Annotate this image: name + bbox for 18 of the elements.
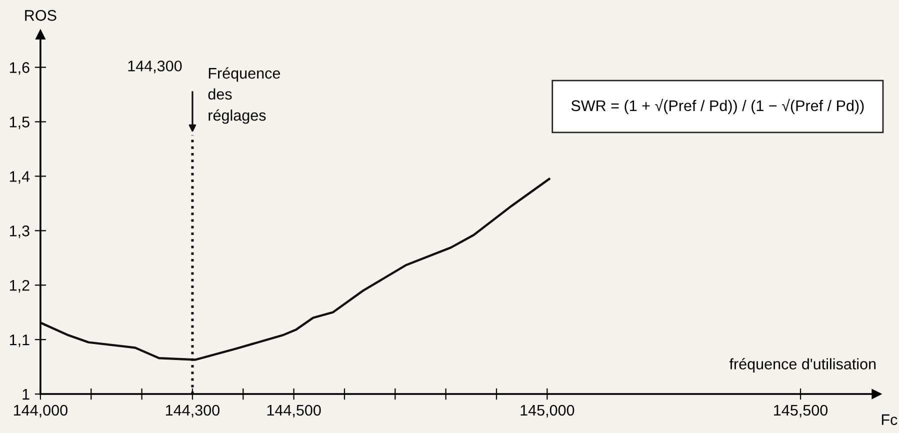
y-tick-label: 1 bbox=[22, 389, 30, 400]
annotation: Fréquence des réglages bbox=[208, 67, 280, 124]
x-axis-title: Fc bbox=[882, 414, 898, 426]
x-tick-label: 144,000 bbox=[14, 404, 68, 418]
ref-line-label: 144,300 bbox=[128, 60, 182, 74]
annotation: fréquence d'utilisation bbox=[729, 358, 876, 372]
y-tick-label: 1,1 bbox=[10, 334, 30, 348]
y-axis-title: ROS bbox=[25, 10, 56, 21]
y-tick-label: 1,2 bbox=[10, 280, 30, 293]
x-tick-label: 145,000 bbox=[520, 404, 574, 418]
x-tick-label: 144,500 bbox=[267, 404, 321, 418]
y-tick-label: 1,5 bbox=[10, 116, 30, 130]
y-tick-label: 1,4 bbox=[10, 171, 30, 184]
x-tick-label: 144,300 bbox=[166, 404, 220, 418]
y-tick-label: 1,6 bbox=[10, 62, 30, 75]
x-tick-label: 145,500 bbox=[774, 404, 828, 418]
annotation: SWR = (1 + √(Pref / Pd)) / (1 − √(Pref / Pd)) bbox=[571, 98, 864, 114]
y-tick-label: 1,3 bbox=[10, 226, 30, 238]
